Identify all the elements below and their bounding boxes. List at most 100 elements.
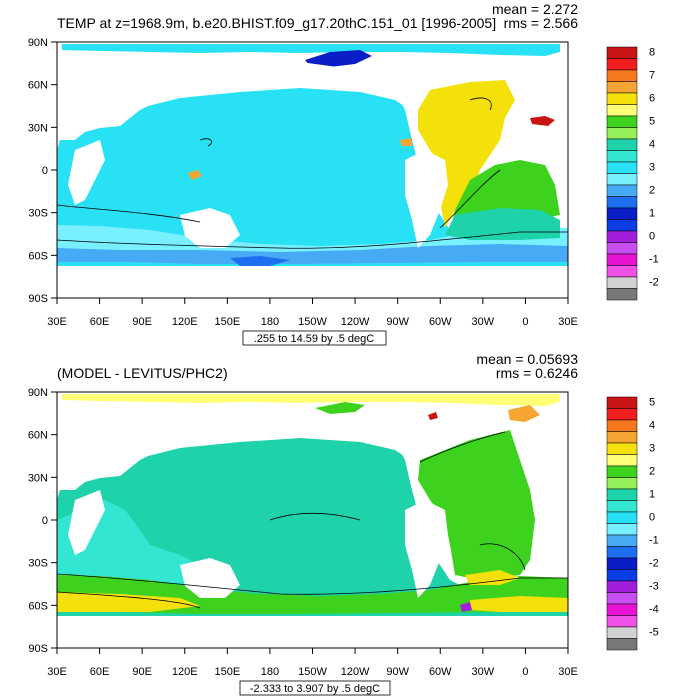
lat-tick-label: 90N: [28, 37, 48, 49]
lon-tick-label: 120E: [172, 316, 198, 328]
lon-tick-label: 60E: [90, 666, 110, 678]
lon-tick-label: 180: [261, 666, 279, 678]
colorbar-label: -1: [649, 254, 659, 266]
colorbar-swatch: [606, 253, 638, 266]
colorbar-swatch: [606, 69, 638, 82]
panel-2-rms: rms = 0.6246: [496, 365, 578, 381]
colorbar-label: -4: [649, 604, 659, 616]
panel-1-arctic-strip: [62, 44, 560, 56]
map-panel-2: (MODEL - LEVITUS/PHC2) mean = 0.05693 rm…: [28, 351, 659, 696]
colorbar-label: 8: [649, 47, 655, 59]
colorbar-label: 2: [649, 466, 655, 478]
colorbar-swatch: [606, 81, 638, 94]
lat-tick-label: 60S: [28, 600, 48, 612]
lat-tick-label: 60S: [28, 250, 48, 262]
colorbar-swatch: [606, 184, 638, 197]
colorbar-swatch: [606, 219, 638, 232]
lon-tick-label: 0: [522, 316, 528, 328]
panel-1-title: TEMP at z=1968.9m, b.e20.BHIST.f09_g17.2…: [57, 15, 496, 31]
panel-2-range-box: -2.333 to 3.907 by .5 degC: [239, 680, 391, 696]
colorbar-swatch: [606, 196, 638, 209]
lon-tick-label: 180: [261, 316, 279, 328]
colorbar-swatch: [606, 92, 638, 105]
colorbar-label: 3: [649, 162, 655, 174]
colorbar-swatch: [606, 115, 638, 128]
panel-2-ne-orange: [508, 405, 540, 422]
colorbar-label: 0: [649, 231, 655, 243]
lat-tick-label: 90N: [28, 387, 48, 399]
colorbar-swatch: [606, 580, 638, 593]
colorbar-label: 1: [649, 208, 655, 220]
colorbar-swatch: [606, 265, 638, 278]
colorbar-label: 4: [649, 139, 655, 151]
colorbar-swatch: [606, 477, 638, 490]
panel-2-atlantic-green: [418, 430, 535, 580]
panel-2-contours: [56, 431, 568, 609]
lon-tick-label: 30E: [47, 666, 67, 678]
lat-tick-label: 0: [42, 515, 48, 527]
panel-1-land-na-arctic: [57, 52, 420, 140]
panel-1-land-australia: [180, 208, 240, 248]
lat-tick-label: 30S: [28, 558, 48, 570]
panel-1-map-field: [56, 41, 569, 299]
panel-2-southern-yellow-e: [470, 596, 568, 612]
colorbar-label: 7: [649, 70, 655, 82]
colorbar-swatch: [606, 511, 638, 524]
lon-tick-label: 90W: [386, 666, 409, 678]
colorbar-swatch: [606, 161, 638, 174]
panel-2-med-red: [428, 412, 438, 420]
panel-2-southern-yellow: [57, 592, 200, 612]
lat-tick-label: 60N: [28, 430, 48, 442]
lat-tick-label: 30N: [28, 122, 48, 134]
lat-tick-label: 60N: [28, 80, 48, 92]
panel-1-med: [530, 116, 555, 126]
colorbar-swatch: [606, 454, 638, 467]
lon-tick-label: 30W: [472, 666, 495, 678]
panel-2-mean: mean = 0.05693: [476, 351, 578, 367]
panel-1-red-sea: [188, 170, 202, 180]
colorbar-swatch: [606, 288, 638, 301]
colorbar-label: 5: [649, 116, 655, 128]
lon-tick-label: 30E: [558, 316, 578, 328]
colorbar-swatch: [606, 638, 638, 651]
colorbar-swatch: [606, 150, 638, 163]
panel-1-colorbar: 8 7 6 5 4 3 2 1 0 -1 -2: [606, 47, 659, 301]
panel-1-land-s-america: [405, 150, 448, 248]
panel-1-land-antarctica: [57, 266, 568, 298]
lon-tick-label: 90W: [386, 316, 409, 328]
map-panel-1: TEMP at z=1968.9m, b.e20.BHIST.f09_g17.2…: [28, 1, 659, 346]
colorbar-swatch: [606, 242, 638, 255]
colorbar-label: -3: [649, 581, 659, 593]
panel-1-mean: mean = 2.272: [492, 1, 578, 17]
colorbar-swatch: [606, 396, 638, 409]
colorbar-swatch: [606, 603, 638, 616]
lon-tick-label: 90E: [132, 666, 152, 678]
colorbar-swatch: [606, 546, 638, 559]
colorbar-label: 5: [649, 397, 655, 409]
lon-tick-label: 120W: [341, 666, 370, 678]
panel-1-range-box: .255 to 14.59 by .5 degC: [242, 330, 387, 346]
panel-2-colorbar: 5 4 3 2 1 0 -1 -2 -3 -4 -5: [606, 396, 659, 651]
colorbar-label: 3: [649, 443, 655, 455]
panel-1-gulf-orange: [400, 138, 412, 146]
panel-2-land-antarctica: [57, 616, 568, 648]
colorbar-swatch: [606, 408, 638, 421]
lon-tick-label: 60W: [429, 316, 452, 328]
panel-1-rms: rms = 2.566: [504, 15, 579, 31]
panel-2-map-field: [56, 391, 569, 649]
colorbar-label: 0: [649, 512, 655, 524]
colorbar-swatch: [606, 230, 638, 243]
colorbar-swatch: [606, 488, 638, 501]
colorbar-label: -1: [649, 535, 659, 547]
lon-tick-label: 120W: [341, 316, 370, 328]
panel-2-land-s-america: [405, 500, 448, 598]
lon-tick-label: 150E: [214, 316, 240, 328]
colorbar-label: 4: [649, 420, 655, 432]
lon-tick-label: 30E: [47, 316, 67, 328]
panel-1-land-africa: [68, 140, 105, 205]
colorbar-swatch: [606, 276, 638, 289]
lat-tick-label: 90S: [28, 643, 48, 655]
lat-tick-label: 30S: [28, 208, 48, 220]
panel-1-antarctic-blue: [230, 256, 290, 266]
colorbar-swatch: [606, 173, 638, 186]
